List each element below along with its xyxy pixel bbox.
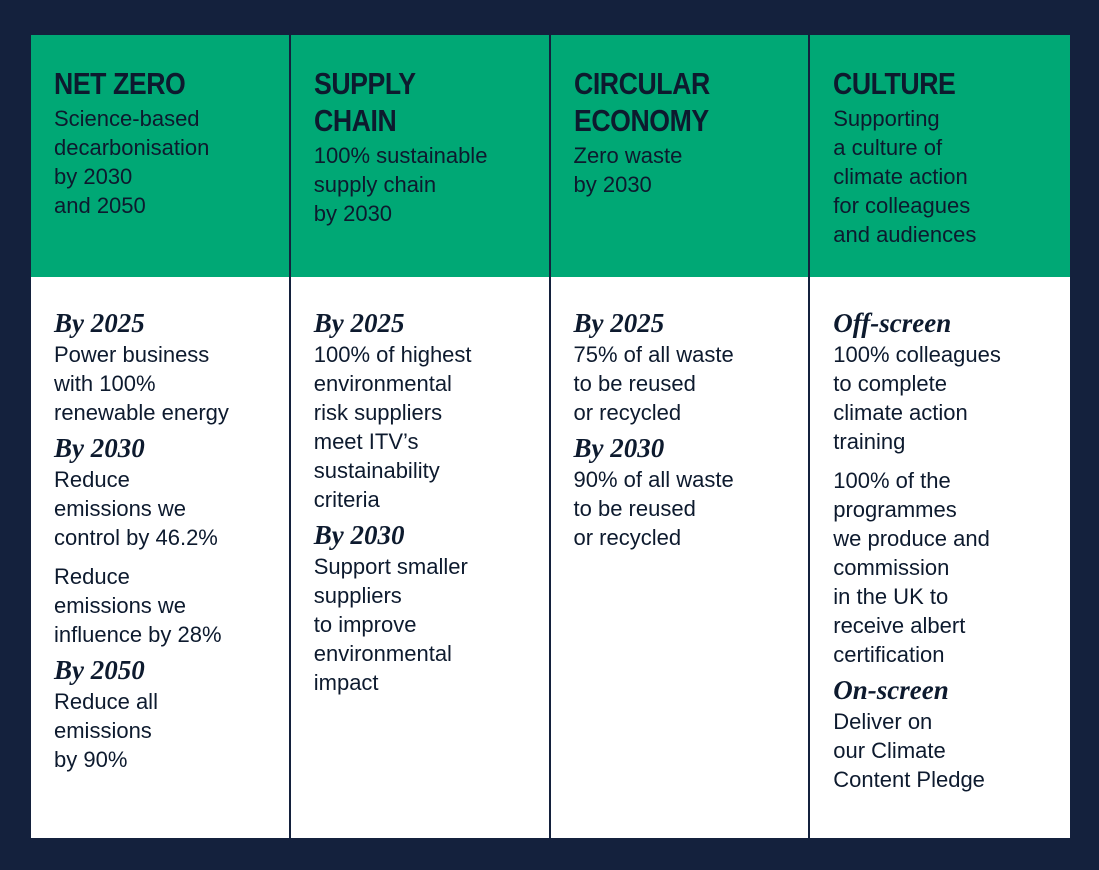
- goal-item: 90% of all waste to be reused or recycle…: [573, 467, 734, 550]
- column-title: NET ZERO: [54, 66, 186, 101]
- column-subtitle: Supporting a culture of climate action f…: [833, 106, 977, 247]
- goal-item: Reduce emissions we control by 46.2%: [54, 467, 218, 550]
- goal-item: Deliver on our Climate Content Pledge: [833, 709, 985, 792]
- column-culture: CULTURE Supporting a culture of climate …: [810, 35, 1070, 838]
- goal-item: 100% colleagues to complete climate acti…: [833, 342, 1001, 454]
- column-subtitle: Science-based decarbonisation by 2030 an…: [54, 106, 210, 218]
- section-label: By 2025: [54, 308, 145, 338]
- section-label: On-screen: [833, 675, 949, 705]
- section-label: By 2030: [54, 433, 145, 463]
- section-label: By 2025: [573, 308, 665, 338]
- column-net-zero: NET ZERO Science-based decarbonisation b…: [31, 35, 291, 838]
- column-body: Off-screen 100% colleagues to complete c…: [810, 277, 1070, 838]
- column-supply-chain: SUPPLY CHAIN 100% sustainable supply cha…: [290, 35, 551, 838]
- column-circular-economy: CIRCULAR ECONOMY Zero waste by 2030 By 2…: [550, 35, 811, 838]
- goal-item: 100% of the programmes we produce and co…: [833, 468, 990, 667]
- column-header: SUPPLY CHAIN 100% sustainable supply cha…: [290, 35, 549, 277]
- goal-item: Support smaller suppliers to improve env…: [313, 554, 468, 695]
- goal-item: 75% of all waste to be reused or recycle…: [573, 342, 734, 425]
- goal-item: Reduce all emissions by 90%: [54, 689, 158, 772]
- column-body: By 2025 Power business with 100% renewab…: [31, 277, 289, 838]
- column-header: CIRCULAR ECONOMY Zero waste by 2030: [550, 35, 809, 277]
- goals-table: NET ZERO Science-based decarbonisation b…: [31, 35, 1070, 838]
- goal-item: Reduce emissions we influence by 28%: [54, 564, 222, 647]
- column-body: By 2025 75% of all waste to be reused or…: [550, 277, 809, 838]
- section-label: By 2025: [313, 308, 405, 338]
- column-header: NET ZERO Science-based decarbonisation b…: [31, 35, 289, 277]
- goal-item: 100% of highest environmental risk suppl…: [313, 342, 472, 512]
- section-label: By 2030: [573, 433, 665, 463]
- section-label: Off-screen: [833, 308, 952, 338]
- goal-item: Power business with 100% renewable energ…: [54, 342, 229, 425]
- column-title: SUPPLY CHAIN: [313, 66, 416, 138]
- column-body: By 2025 100% of highest environmental ri…: [290, 277, 549, 838]
- section-label: By 2030: [313, 520, 405, 550]
- column-subtitle: 100% sustainable supply chain by 2030: [313, 143, 488, 226]
- column-title: CULTURE: [833, 66, 956, 101]
- column-header: CULTURE Supporting a culture of climate …: [810, 35, 1070, 277]
- column-title: CIRCULAR ECONOMY: [573, 66, 710, 138]
- section-label: By 2050: [54, 655, 145, 685]
- column-subtitle: Zero waste by 2030: [573, 143, 683, 197]
